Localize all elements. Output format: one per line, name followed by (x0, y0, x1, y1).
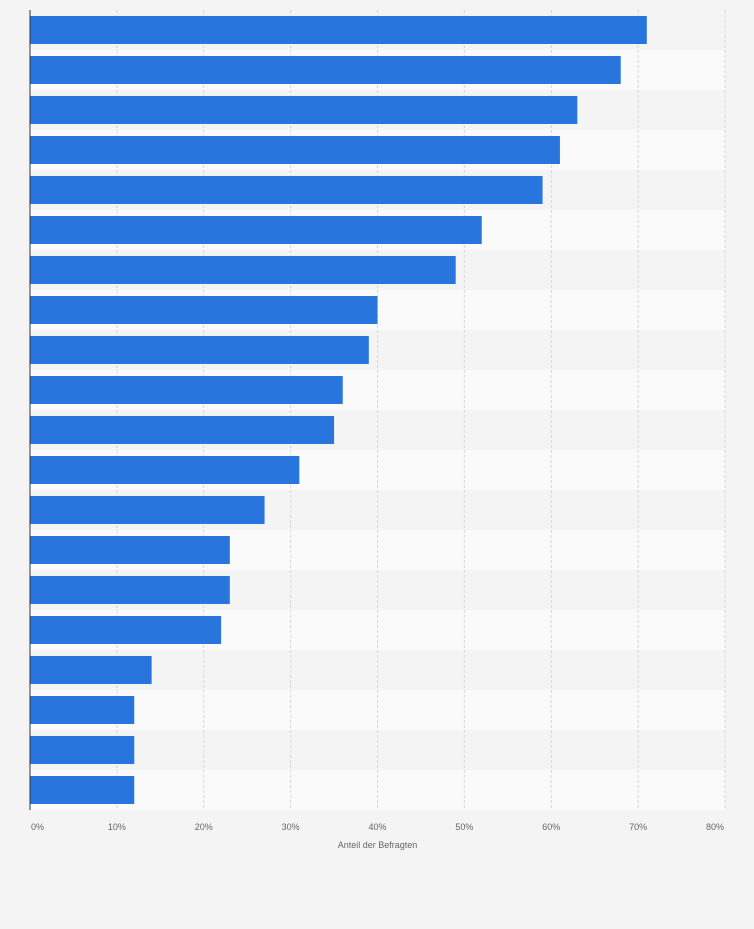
bar[interactable] (30, 96, 578, 124)
bars (30, 16, 647, 804)
bar[interactable] (30, 376, 343, 404)
bar[interactable] (30, 576, 230, 604)
bar[interactable] (30, 736, 135, 764)
x-tick-label: 0% (31, 822, 44, 832)
bar[interactable] (30, 216, 482, 244)
bar[interactable] (30, 656, 152, 684)
bar[interactable] (30, 776, 135, 804)
bar[interactable] (30, 456, 300, 484)
x-axis-title: Anteil der Befragten (338, 840, 418, 850)
x-tick-labels: 0% 10% 20% 30% 40% 50% 60% 70% 80% (31, 822, 724, 832)
bar[interactable] (30, 536, 230, 564)
x-tick-label: 30% (282, 822, 300, 832)
x-tick-label: 20% (195, 822, 213, 832)
bar[interactable] (30, 416, 335, 444)
bar[interactable] (30, 176, 543, 204)
bar[interactable] (30, 496, 265, 524)
bar[interactable] (30, 696, 135, 724)
x-tick-label: 10% (108, 822, 126, 832)
x-tick-label: 60% (542, 822, 560, 832)
x-tick-label: 40% (368, 822, 386, 832)
bar[interactable] (30, 616, 222, 644)
bar[interactable] (30, 256, 456, 284)
x-tick-label: 50% (455, 822, 473, 832)
bar[interactable] (30, 16, 647, 44)
bar[interactable] (30, 336, 369, 364)
bar[interactable] (30, 136, 560, 164)
x-tick-label: 70% (629, 822, 647, 832)
bar[interactable] (30, 56, 621, 84)
x-tick-label: 80% (706, 822, 724, 832)
bar[interactable] (30, 296, 378, 324)
